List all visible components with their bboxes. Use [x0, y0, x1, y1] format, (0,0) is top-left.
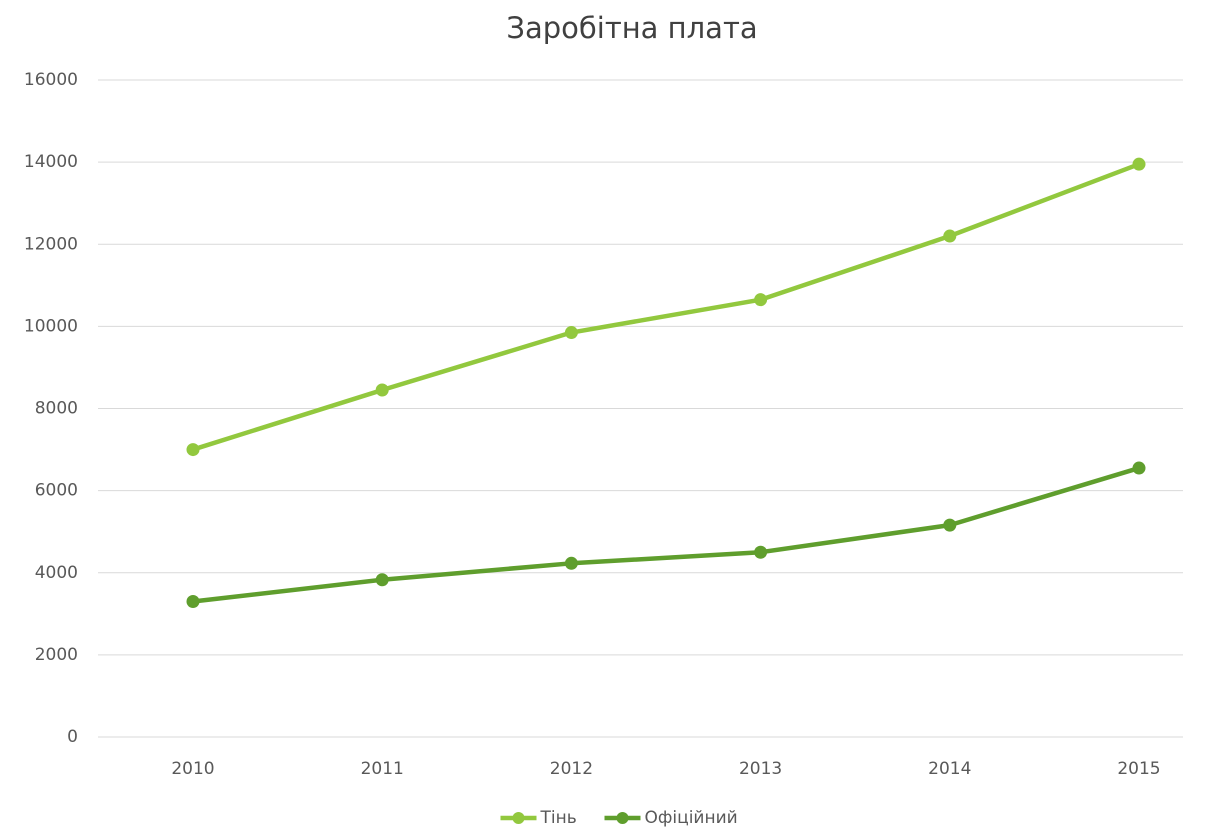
- legend-marker: [616, 812, 629, 824]
- x-tick-label: 2014: [928, 759, 971, 779]
- data-point: [186, 443, 200, 457]
- x-tick-label: 2011: [361, 759, 404, 779]
- legend-marker: [512, 812, 525, 824]
- data-point: [564, 556, 578, 570]
- x-tick-label: 2010: [171, 759, 214, 779]
- legend-label: Офіційний: [645, 808, 738, 828]
- data-point: [564, 326, 578, 340]
- series-line: [192, 465, 1140, 604]
- y-tick-label: 12000: [24, 234, 78, 254]
- data-point: [754, 293, 768, 307]
- y-tick-label: 16000: [24, 70, 78, 90]
- y-tick-label: 2000: [35, 645, 78, 665]
- y-tick-label: 10000: [24, 316, 78, 336]
- y-tick-label: 0: [67, 727, 78, 747]
- y-tick-label: 6000: [35, 481, 78, 501]
- data-point: [943, 229, 957, 243]
- data-point: [1132, 461, 1146, 475]
- data-point: [375, 573, 389, 587]
- x-tick-label: 2012: [550, 759, 593, 779]
- legend-label: Тінь: [540, 808, 577, 828]
- y-tick-label: 14000: [24, 152, 78, 172]
- chart-title: Заробітна плата: [506, 11, 757, 45]
- y-tick-label: 4000: [35, 563, 78, 583]
- data-point: [186, 594, 200, 608]
- series-line: [192, 162, 1140, 452]
- data-point: [375, 383, 389, 397]
- x-tick-label: 2015: [1117, 759, 1160, 779]
- y-tick-label: 8000: [35, 399, 78, 419]
- data-point: [754, 545, 768, 559]
- data-point: [1132, 157, 1146, 171]
- data-point: [943, 518, 957, 532]
- x-tick-label: 2013: [739, 759, 782, 779]
